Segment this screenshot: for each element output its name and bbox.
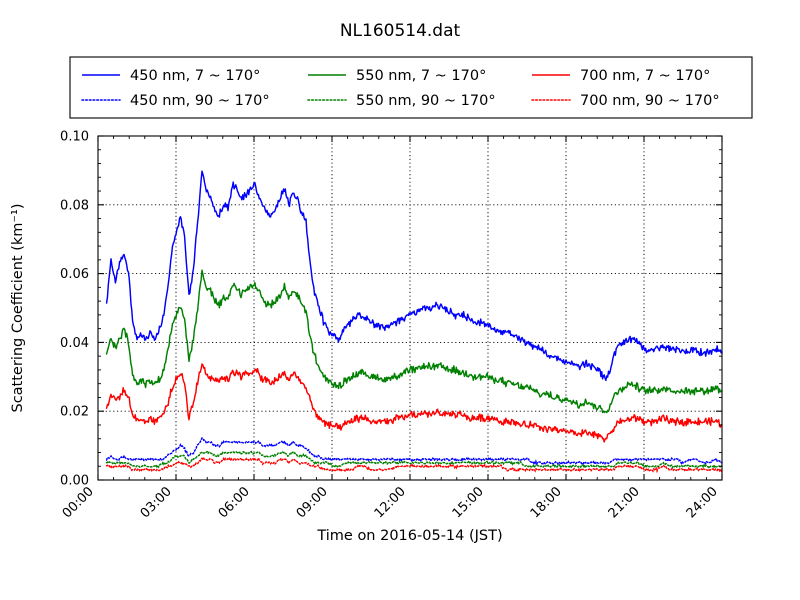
chart-legend: 450 nm, 7 ~ 170° 550 nm, 7 ~ 170° 700 nm, …: [69, 56, 753, 119]
legend-box: [69, 56, 753, 119]
y-tick-label: 0.02: [60, 405, 89, 420]
series-line-1: [105, 269, 723, 414]
legend-label-3: 450 nm, 90 ~ 170°: [130, 93, 270, 109]
series-line-0: [105, 170, 723, 382]
y-tick-label: 0.04: [60, 336, 89, 351]
series-line-4: [105, 450, 723, 470]
y-axis-label: Scattering Coefficient (km⁻¹): [10, 204, 26, 413]
y-tick-label: 0.00: [60, 474, 89, 489]
series-line-5: [105, 456, 723, 474]
legend-label-0: 450 nm, 7 ~ 170°: [130, 68, 260, 84]
legend-label-2: 700 nm, 7 ~ 170°: [580, 68, 710, 84]
series-line-2: [105, 363, 723, 443]
series-line-3: [105, 437, 723, 467]
y-tick-label: 0.10: [60, 130, 89, 145]
legend-label-5: 700 nm, 90 ~ 170°: [580, 93, 720, 109]
y-tick-label: 0.06: [60, 267, 89, 282]
chart-title: NL160514.dat: [340, 21, 461, 41]
legend-label-1: 550 nm, 7 ~ 170°: [356, 68, 486, 84]
legend-label-4: 550 nm, 90 ~ 170°: [356, 93, 496, 109]
y-tick-label: 0.08: [60, 198, 89, 213]
x-axis-label: Time on 2016-05-14 (JST): [316, 528, 502, 544]
